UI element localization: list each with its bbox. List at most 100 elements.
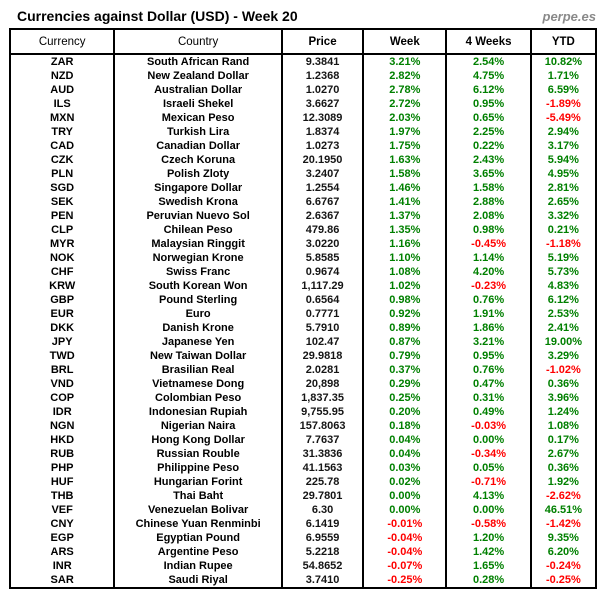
currency-code-cell: EUR — [8, 307, 116, 321]
price-cell: 3.2407 — [280, 167, 365, 181]
week-change-cell: 0.92% — [362, 307, 448, 321]
four-weeks-change-cell: 1.65% — [445, 559, 532, 573]
ytd-change-cell: 2.67% — [529, 447, 598, 461]
week-change-cell: 0.04% — [362, 447, 448, 461]
week-change-cell: 0.02% — [362, 475, 448, 489]
currency-code-cell: IDR — [8, 405, 116, 419]
week-change-cell: 0.04% — [362, 433, 448, 447]
country-cell: Chinese Yuan Renminbi — [113, 517, 283, 531]
week-change-cell: -0.04% — [362, 531, 448, 545]
four-weeks-change-cell: 0.95% — [445, 97, 532, 111]
currency-code-cell: HUF — [8, 475, 116, 489]
week-change-cell: 0.87% — [362, 335, 448, 349]
column-header-price: Price — [280, 28, 365, 55]
ytd-change-cell: 1.08% — [529, 419, 598, 433]
week-change-cell: 0.00% — [362, 489, 448, 503]
title-bar: Currencies against Dollar (USD) - Week 2… — [8, 8, 596, 24]
ytd-change-cell: -1.89% — [529, 97, 598, 111]
table-row: IDR Indonesian Rupiah 9,755.95 0.20% 0.49% 1.… — [8, 405, 598, 419]
currency-code-cell: HKD — [8, 433, 116, 447]
ytd-change-cell: 3.96% — [529, 391, 598, 405]
four-weeks-change-cell: 3.65% — [445, 167, 532, 181]
week-change-cell: 1.63% — [362, 153, 448, 167]
ytd-change-cell: -0.24% — [529, 559, 598, 573]
four-weeks-change-cell: 1.91% — [445, 307, 532, 321]
table-row: EUR Euro 0.7771 0.92% 1.91% 2.53% — [8, 307, 598, 321]
price-cell: 9.3841 — [280, 54, 365, 69]
currency-code-cell: AUD — [8, 83, 116, 97]
table-row: GBP Pound Sterling 0.6564 0.98% 0.76% 6.12% — [8, 293, 598, 307]
country-cell: Malaysian Ringgit — [113, 237, 283, 251]
ytd-change-cell: -0.25% — [529, 573, 598, 588]
table-row: PLN Polish Zloty 3.2407 1.58% 3.65% 4.95% — [8, 167, 598, 181]
ytd-change-cell: 0.36% — [529, 377, 598, 391]
brand-watermark: perpe.es — [542, 9, 596, 24]
week-change-cell: 1.16% — [362, 237, 448, 251]
ytd-change-cell: 5.73% — [529, 265, 598, 279]
currency-code-cell: PHP — [8, 461, 116, 475]
header-row: Currency Country Price Week 4 Weeks YTD — [8, 28, 598, 55]
ytd-change-cell: 0.21% — [529, 223, 598, 237]
four-weeks-change-cell: 0.65% — [445, 111, 532, 125]
column-header-ytd: YTD — [529, 28, 598, 55]
country-cell: Venezuelan Bolivar — [113, 503, 283, 517]
ytd-change-cell: 1.24% — [529, 405, 598, 419]
country-cell: Turkish Lira — [113, 125, 283, 139]
ytd-change-cell: 9.35% — [529, 531, 598, 545]
four-weeks-change-cell: 2.25% — [445, 125, 532, 139]
week-change-cell: 2.82% — [362, 69, 448, 83]
ytd-change-cell: 0.17% — [529, 433, 598, 447]
price-cell: 2.0281 — [280, 363, 365, 377]
table-row: EGP Egyptian Pound 6.9559 -0.04% 1.20% 9.35% — [8, 531, 598, 545]
table-row: JPY Japanese Yen 102.47 0.87% 3.21% 19.00% — [8, 335, 598, 349]
price-cell: 157.8063 — [280, 419, 365, 433]
country-cell: Japanese Yen — [113, 335, 283, 349]
table-row: BRL Brasilian Real 2.0281 0.37% 0.76% -1.02% — [8, 363, 598, 377]
ytd-change-cell: -5.49% — [529, 111, 598, 125]
four-weeks-change-cell: 6.12% — [445, 83, 532, 97]
currency-code-cell: ARS — [8, 545, 116, 559]
currency-code-cell: SGD — [8, 181, 116, 195]
four-weeks-change-cell: 1.58% — [445, 181, 532, 195]
ytd-change-cell: 5.94% — [529, 153, 598, 167]
table-row: MYR Malaysian Ringgit 3.0220 1.16% -0.45% -1.… — [8, 237, 598, 251]
week-change-cell: 0.79% — [362, 349, 448, 363]
currency-code-cell: JPY — [8, 335, 116, 349]
price-cell: 3.0220 — [280, 237, 365, 251]
currency-code-cell: CZK — [8, 153, 116, 167]
page-title: Currencies against Dollar (USD) - Week 2… — [17, 8, 298, 24]
country-cell: Hong Kong Dollar — [113, 433, 283, 447]
currency-code-cell: NOK — [8, 251, 116, 265]
currency-code-cell: BRL — [8, 363, 116, 377]
country-cell: Indian Rupee — [113, 559, 283, 573]
currency-code-cell: THB — [8, 489, 116, 503]
ytd-change-cell: 4.83% — [529, 279, 598, 293]
table-row: MXN Mexican Peso 12.3089 2.03% 0.65% -5.49% — [8, 111, 598, 125]
price-cell: 5.2218 — [280, 545, 365, 559]
price-cell: 1,837.35 — [280, 391, 365, 405]
currency-table: Currency Country Price Week 4 Weeks YTD … — [8, 28, 598, 589]
week-change-cell: 1.37% — [362, 209, 448, 223]
four-weeks-change-cell: 0.76% — [445, 363, 532, 377]
week-change-cell: 2.78% — [362, 83, 448, 97]
four-weeks-change-cell: 0.95% — [445, 349, 532, 363]
week-change-cell: -0.01% — [362, 517, 448, 531]
four-weeks-change-cell: 2.08% — [445, 209, 532, 223]
ytd-change-cell: -2.62% — [529, 489, 598, 503]
table-row: CLP Chilean Peso 479.86 1.35% 0.98% 0.21% — [8, 223, 598, 237]
currency-code-cell: VND — [8, 377, 116, 391]
price-cell: 12.3089 — [280, 111, 365, 125]
table-row: RUB Russian Rouble 31.3836 0.04% -0.34% 2.67% — [8, 447, 598, 461]
page: Currencies against Dollar (USD) - Week 2… — [8, 8, 598, 589]
ytd-change-cell: 19.00% — [529, 335, 598, 349]
price-cell: 29.9818 — [280, 349, 365, 363]
ytd-change-cell: 2.53% — [529, 307, 598, 321]
country-cell: Norwegian Krone — [113, 251, 283, 265]
ytd-change-cell: 2.94% — [529, 125, 598, 139]
currency-code-cell: MYR — [8, 237, 116, 251]
four-weeks-change-cell: 0.47% — [445, 377, 532, 391]
country-cell: South African Rand — [113, 54, 283, 69]
column-header-4weeks: 4 Weeks — [445, 28, 532, 55]
currency-code-cell: VEF — [8, 503, 116, 517]
ytd-change-cell: 2.65% — [529, 195, 598, 209]
